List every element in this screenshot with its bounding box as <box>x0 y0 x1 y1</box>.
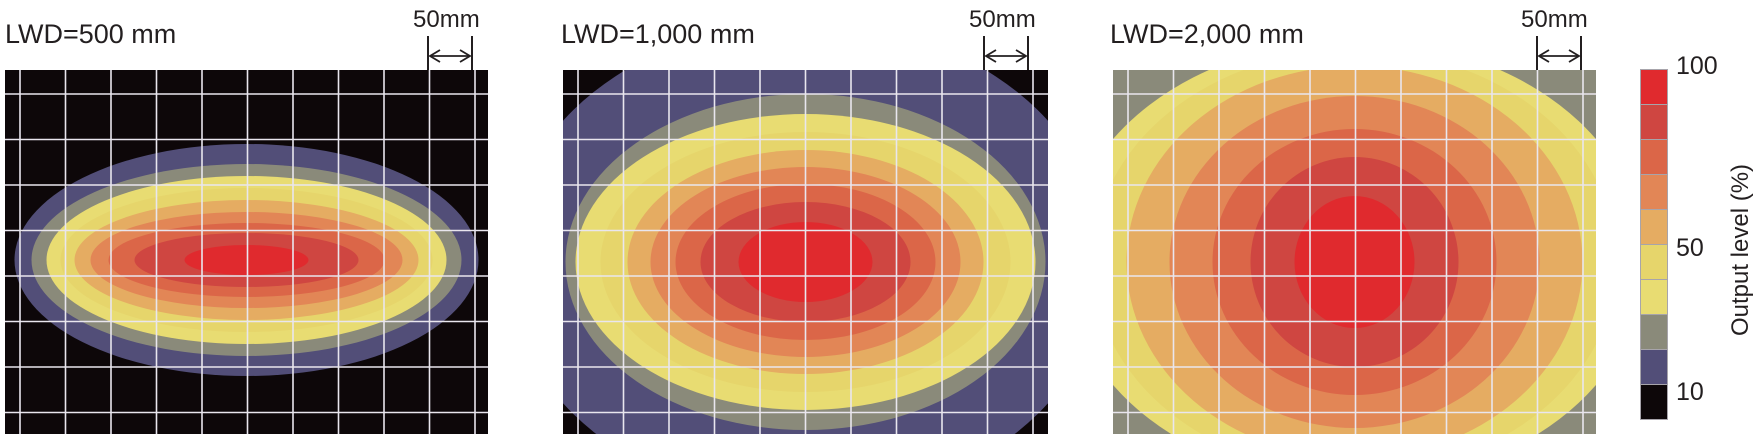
colorbar-label: Output level (%) <box>1727 163 1753 337</box>
colorbar-segment <box>1640 385 1668 420</box>
colorbar-segment <box>1640 245 1668 280</box>
colorbar-segment <box>1640 350 1668 385</box>
double-arrow-icon <box>427 36 473 70</box>
panel-title-lwd-2000: LWD=2,000 mm <box>1110 19 1304 49</box>
panel-title-lwd-500: LWD=500 mm <box>5 19 177 49</box>
double-arrow-icon <box>983 36 1029 70</box>
colorbar-segment <box>1640 315 1668 350</box>
double-arrow-icon <box>1536 36 1582 70</box>
heatmap-plot <box>1113 70 1596 434</box>
heatmap-lwd-500 <box>5 70 488 434</box>
heatmap-plot <box>563 70 1048 434</box>
scale-bar <box>1536 36 1583 70</box>
heatmap-lwd-2000 <box>1113 70 1596 434</box>
colorbar-segment <box>1640 175 1668 210</box>
colorbar-segment <box>1640 210 1668 245</box>
colorbar-tick-100: 100 <box>1676 52 1718 80</box>
heatmap-plot <box>5 70 488 434</box>
scale-bar-label: 50mm <box>969 6 1036 33</box>
scale-bar-label: 50mm <box>413 6 480 33</box>
colorbar-tick-10: 10 <box>1676 378 1704 406</box>
colorbar-segment <box>1640 140 1668 175</box>
colorbar-segment <box>1640 280 1668 315</box>
heatmap-lwd-1000 <box>563 70 1048 434</box>
scale-bar <box>427 36 474 70</box>
panel-title-lwd-1000: LWD=1,000 mm <box>561 19 755 49</box>
scale-bar-label: 50mm <box>1521 6 1588 33</box>
colorbar-segment <box>1640 105 1668 140</box>
colorbar-segment <box>1640 69 1668 105</box>
scale-bar <box>983 36 1030 70</box>
colorbar <box>1640 69 1668 420</box>
colorbar-tick-50: 50 <box>1676 234 1704 262</box>
